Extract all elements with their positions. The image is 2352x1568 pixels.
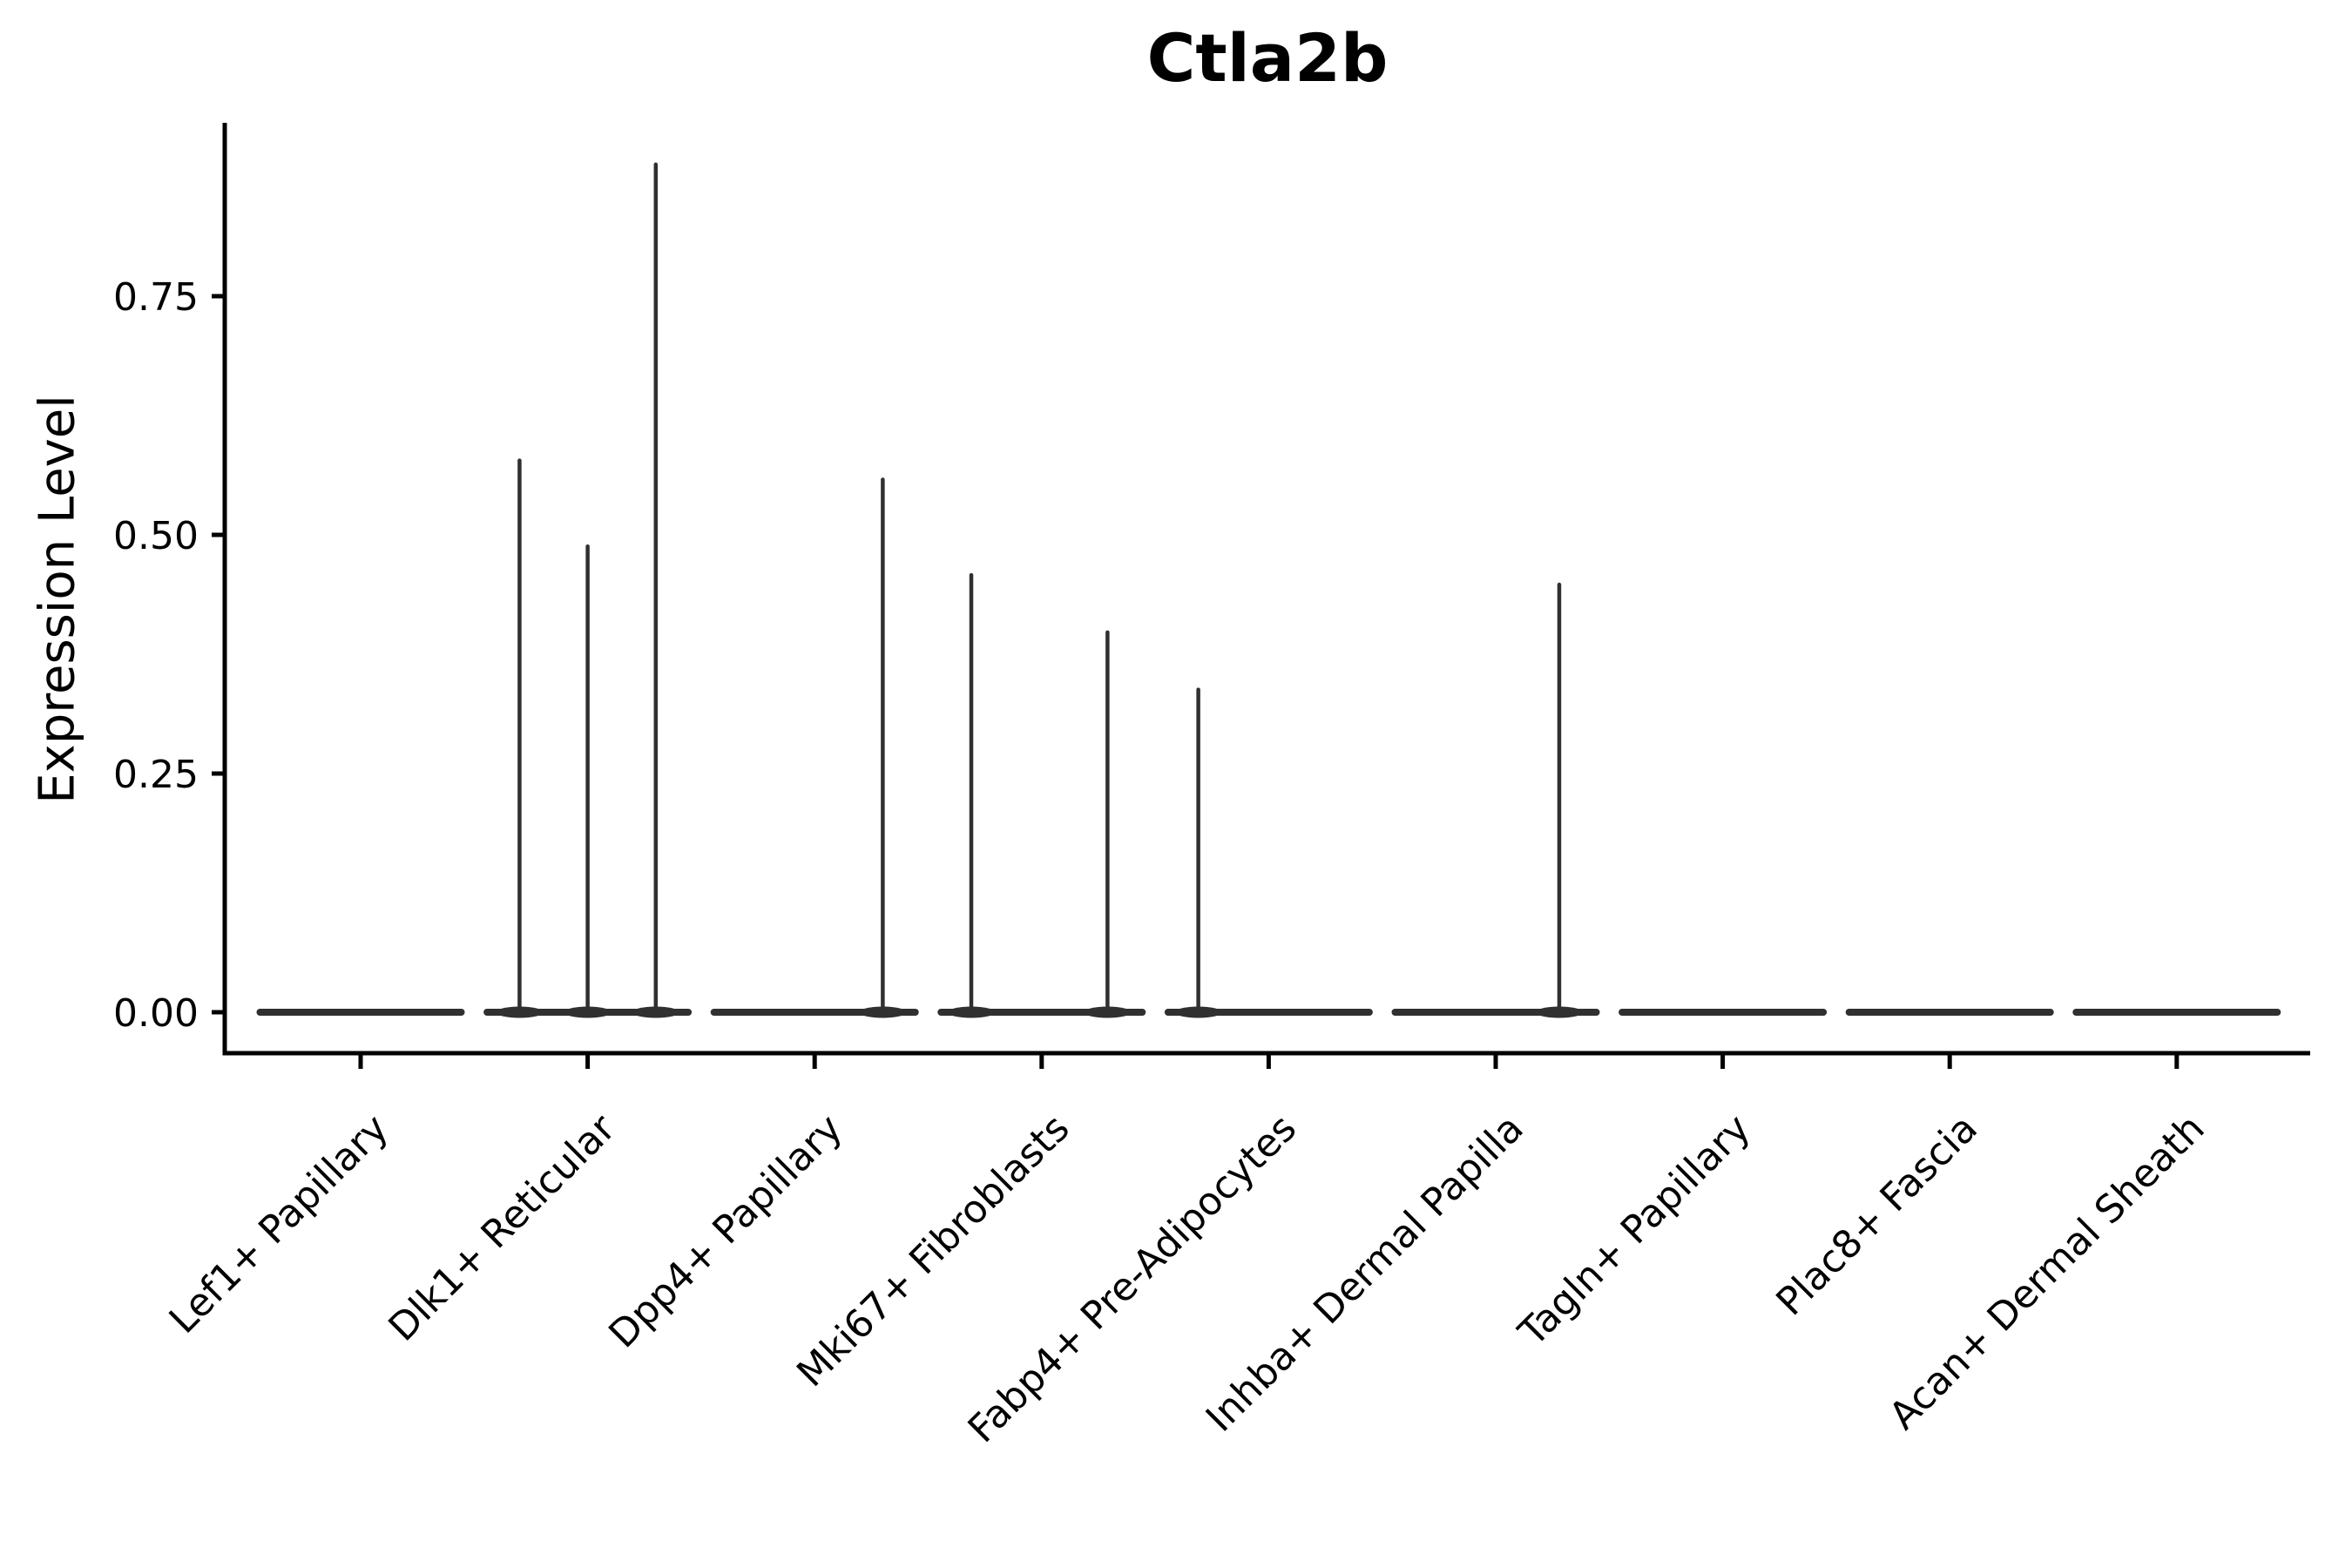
violin-spike <box>517 458 522 1012</box>
violin-base <box>2072 1009 2281 1016</box>
violin-spike <box>1105 630 1110 1012</box>
violin-base <box>1845 1009 2054 1016</box>
violin-base <box>1619 1009 1828 1016</box>
y-tick-label: 0.50 <box>113 514 199 558</box>
violin-spike <box>881 477 885 1012</box>
x-tick-label: Plac8+ Fascia <box>1767 1106 1986 1325</box>
violin-base <box>256 1009 465 1016</box>
violin-spike <box>653 162 659 1012</box>
chart-title: Ctla2b <box>1146 19 1389 97</box>
x-tick-label: Tagln+ Papillary <box>1510 1106 1759 1355</box>
y-tick-label: 0.00 <box>113 991 199 1036</box>
violin-spike <box>1557 582 1562 1012</box>
x-tick-label: Dlk1+ Reticular <box>380 1105 625 1350</box>
violin-spike <box>585 544 590 1012</box>
y-tick-label: 0.25 <box>113 753 199 797</box>
y-tick-label: 0.75 <box>113 275 199 320</box>
violin-spike <box>969 572 974 1012</box>
violin-spike <box>1196 687 1200 1012</box>
x-tick-label: Dpp4+ Papillary <box>600 1106 851 1357</box>
x-tick-label: Lef1+ Papillary <box>161 1106 397 1342</box>
